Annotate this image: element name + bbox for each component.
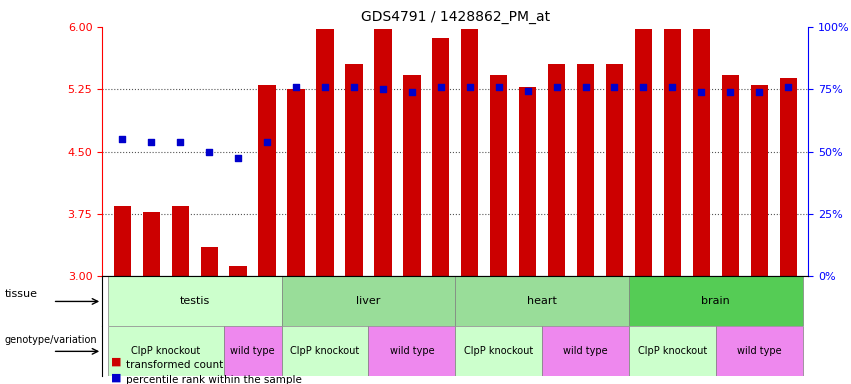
Bar — [461, 30, 478, 276]
Text: ClpP knockout: ClpP knockout — [637, 346, 707, 356]
Bar — [722, 75, 739, 276]
Point — [665, 84, 679, 90]
Bar — [346, 65, 363, 276]
Bar — [664, 30, 681, 276]
Point — [492, 84, 505, 90]
Point — [723, 89, 737, 95]
Bar — [542, 326, 629, 376]
Bar — [368, 326, 455, 376]
Point — [318, 84, 332, 90]
Point — [550, 84, 563, 90]
Text: wild type: wild type — [563, 346, 608, 356]
Bar — [751, 85, 768, 276]
Point — [260, 139, 274, 145]
Bar — [606, 65, 623, 276]
Text: liver: liver — [357, 296, 380, 306]
Point — [608, 84, 621, 90]
Bar — [455, 276, 629, 326]
Bar — [629, 276, 802, 326]
Text: genotype/variation: genotype/variation — [4, 335, 97, 345]
Text: wild type: wild type — [231, 346, 275, 356]
Bar — [201, 247, 218, 276]
Bar — [519, 87, 536, 276]
Bar — [403, 75, 420, 276]
Bar — [635, 30, 652, 276]
Point — [289, 84, 303, 90]
Point — [174, 139, 187, 145]
Point — [376, 86, 390, 93]
Bar — [108, 276, 282, 326]
Point — [521, 88, 534, 94]
Text: wild type: wild type — [737, 346, 781, 356]
Bar — [259, 85, 276, 276]
Bar — [317, 30, 334, 276]
Point — [694, 89, 708, 95]
Bar — [108, 326, 224, 376]
Text: heart: heart — [527, 296, 557, 306]
Point — [116, 136, 129, 142]
Bar — [693, 30, 710, 276]
Point — [637, 84, 650, 90]
Point — [145, 139, 158, 145]
Bar — [288, 89, 305, 276]
Bar — [374, 30, 391, 276]
Bar — [230, 266, 247, 276]
Text: ClpP knockout: ClpP knockout — [290, 346, 360, 356]
Point — [752, 89, 766, 95]
Text: testis: testis — [180, 296, 210, 306]
Bar — [548, 65, 565, 276]
Bar — [780, 78, 797, 276]
Bar — [114, 206, 131, 276]
Bar — [577, 65, 594, 276]
Point — [231, 155, 245, 161]
Point — [405, 89, 419, 95]
Bar — [716, 326, 802, 376]
Bar — [629, 326, 716, 376]
Bar — [282, 276, 455, 326]
Bar — [143, 212, 160, 276]
Point — [781, 84, 795, 90]
Text: brain: brain — [701, 296, 730, 306]
Point — [203, 149, 216, 155]
Title: GDS4791 / 1428862_PM_at: GDS4791 / 1428862_PM_at — [361, 10, 550, 25]
Text: percentile rank within the sample: percentile rank within the sample — [126, 375, 302, 384]
Bar — [172, 206, 189, 276]
Point — [347, 84, 361, 90]
Point — [579, 84, 592, 90]
Bar — [455, 326, 542, 376]
Text: tissue: tissue — [4, 289, 37, 299]
Text: ClpP knockout: ClpP knockout — [131, 346, 201, 356]
Text: ■: ■ — [111, 357, 121, 367]
Text: ■: ■ — [111, 372, 121, 382]
Bar — [282, 326, 368, 376]
Point — [434, 84, 448, 90]
Bar — [490, 75, 507, 276]
Point — [463, 84, 477, 90]
Bar — [224, 326, 282, 376]
Text: ClpP knockout: ClpP knockout — [464, 346, 534, 356]
Text: wild type: wild type — [390, 346, 434, 356]
Bar — [432, 38, 449, 276]
Text: transformed count: transformed count — [126, 360, 223, 370]
